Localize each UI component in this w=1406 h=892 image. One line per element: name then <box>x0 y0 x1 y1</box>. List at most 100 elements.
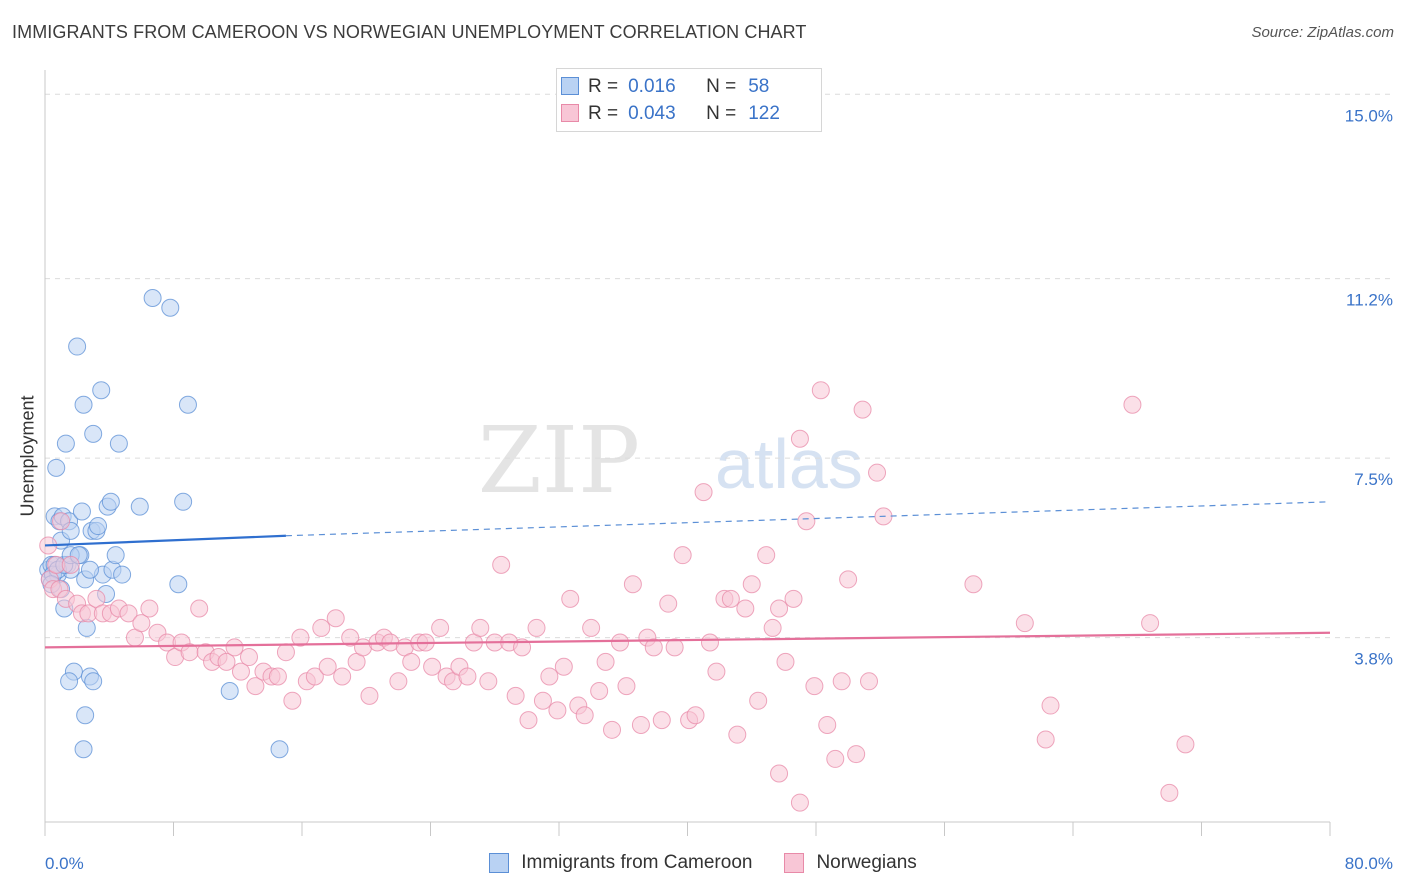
data-point <box>826 749 845 768</box>
data-point <box>561 589 580 608</box>
data-point <box>853 400 872 419</box>
data-point <box>1036 730 1055 749</box>
stats-n-value-norwegians: 122 <box>748 103 780 124</box>
x-tick-label-min: 0.0% <box>45 854 84 873</box>
data-point <box>527 618 546 637</box>
legend-item-norwegians[interactable]: Norwegians <box>784 852 917 874</box>
data-point <box>92 381 111 400</box>
stats-row-cameroon: R = 0.016 N = 58 <box>561 74 770 100</box>
data-point <box>742 575 761 594</box>
data-point <box>770 599 789 618</box>
data-point <box>652 711 671 730</box>
data-point <box>1176 735 1195 754</box>
data-point <box>770 764 789 783</box>
data-point <box>790 793 809 812</box>
data-point <box>707 662 726 681</box>
stats-n-value-cameroon: 58 <box>748 76 770 97</box>
data-point <box>665 638 684 657</box>
data-point <box>225 638 244 657</box>
data-point <box>89 517 108 536</box>
data-point <box>805 677 824 696</box>
data-point <box>631 715 650 734</box>
stats-row-norwegians: R = 0.043 N = 122 <box>561 101 780 127</box>
data-point <box>74 395 93 414</box>
data-point <box>582 618 601 637</box>
data-point <box>533 691 552 710</box>
data-point <box>169 575 188 594</box>
data-point <box>611 633 630 652</box>
data-point <box>312 618 331 637</box>
data-point <box>548 701 567 720</box>
data-point <box>341 628 360 647</box>
data-point <box>52 512 71 531</box>
series-norwegians <box>39 381 1195 812</box>
data-point <box>659 594 678 613</box>
data-point <box>519 711 538 730</box>
stats-r-value-norwegians: 0.043 <box>628 103 676 124</box>
data-point <box>220 682 239 701</box>
chart-title: IMMIGRANTS FROM CAMEROON VS NORWEGIAN UN… <box>12 22 807 42</box>
data-point <box>360 686 379 705</box>
data-point <box>575 706 594 725</box>
data-point <box>554 657 573 676</box>
data-point <box>74 740 93 759</box>
stats-swatch-norwegians <box>561 104 579 122</box>
data-point <box>291 628 310 647</box>
stats-r-label-norwegians: R = <box>588 103 619 124</box>
data-point <box>964 575 983 594</box>
data-point <box>76 706 95 725</box>
data-point <box>217 652 236 671</box>
data-point <box>56 434 75 453</box>
data-point <box>239 648 258 667</box>
data-point <box>736 599 755 618</box>
data-point <box>694 483 713 502</box>
data-point <box>143 289 162 308</box>
data-point <box>1123 395 1142 414</box>
data-point <box>590 682 609 701</box>
data-point <box>847 745 866 764</box>
data-point <box>749 691 768 710</box>
data-point <box>389 672 408 691</box>
y-tick-label: 15.0% <box>1345 106 1393 125</box>
data-point <box>268 667 287 686</box>
data-point <box>790 429 809 448</box>
stats-n-label-cameroon: N = <box>706 76 737 97</box>
legend-item-cameroon[interactable]: Immigrants from Cameroon <box>489 852 752 874</box>
data-point <box>1015 614 1034 633</box>
trend-line-cameroon <box>44 534 286 547</box>
data-point <box>119 604 138 623</box>
data-point <box>68 337 87 356</box>
data-point <box>471 618 490 637</box>
data-point <box>113 565 132 584</box>
data-point <box>276 643 295 662</box>
data-point <box>728 725 747 744</box>
chart-source: Source: ZipAtlas.com <box>1251 24 1394 41</box>
data-point <box>623 575 642 594</box>
stats-r-label-cameroon: R = <box>588 76 619 97</box>
data-point <box>60 672 79 691</box>
data-point <box>603 720 622 739</box>
data-point <box>458 667 477 686</box>
data-point <box>84 672 103 691</box>
data-point <box>776 652 795 671</box>
data-point <box>506 686 525 705</box>
data-point <box>763 618 782 637</box>
data-point <box>190 599 209 618</box>
data-point <box>513 638 532 657</box>
data-point <box>161 298 180 317</box>
stats-r-value-cameroon: 0.016 <box>628 76 676 97</box>
data-point <box>140 599 159 618</box>
data-point <box>540 667 559 686</box>
data-point <box>1041 696 1060 715</box>
data-point <box>617 677 636 696</box>
data-point <box>1141 614 1160 633</box>
data-point <box>318 657 337 676</box>
y-tick-label: 11.2% <box>1346 291 1393 310</box>
stats-n-label-norwegians: N = <box>706 103 737 124</box>
data-point <box>174 492 193 511</box>
data-point <box>686 706 705 725</box>
legend-swatch-norwegians <box>784 853 805 873</box>
data-point <box>130 497 149 516</box>
data-point <box>80 560 99 579</box>
